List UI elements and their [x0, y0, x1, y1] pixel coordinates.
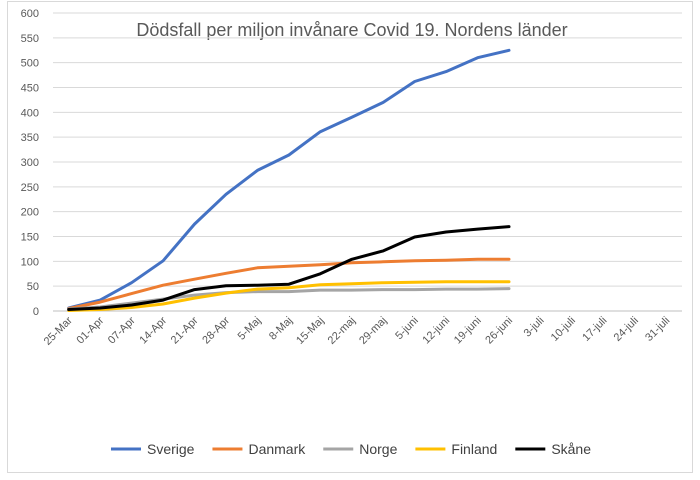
y-tick-label: 450: [21, 83, 39, 95]
x-tick-label: 28-Apr: [200, 314, 232, 346]
x-tick-label: 5-Maj: [236, 315, 264, 343]
x-tick-label: 01-Apr: [74, 314, 106, 346]
y-tick-label: 250: [21, 182, 39, 194]
x-tick-label: 26-juni: [483, 315, 515, 347]
x-tick-label: 10-juli: [549, 315, 578, 344]
x-tick-label: 31-juli: [643, 315, 672, 344]
x-tick-label: 29-maj: [357, 315, 389, 347]
y-tick-label: 400: [21, 107, 39, 119]
legend-label: Finland: [451, 441, 497, 457]
line-chart: Dödsfall per miljon invånare Covid 19. N…: [21, 8, 682, 457]
chart-title: Dödsfall per miljon invånare Covid 19. N…: [136, 20, 567, 40]
y-tick-label: 500: [21, 58, 39, 70]
legend-label: Skåne: [551, 441, 591, 457]
x-tick-label: 3-juli: [522, 315, 547, 340]
series-line-sverige: [67, 48, 511, 310]
x-tick-label: 12-juni: [420, 315, 452, 347]
chart-frame: Dödsfall per miljon invånare Covid 19. N…: [7, 1, 693, 473]
x-tick-label: 14-Apr: [137, 314, 169, 346]
legend-label: Norge: [359, 441, 397, 457]
y-tick-label: 600: [21, 8, 39, 20]
x-tick-label: 21-Apr: [169, 314, 201, 346]
x-tick-label: 25-Mar: [42, 314, 75, 347]
x-tick-label: 22-maj: [326, 315, 358, 347]
y-tick-label: 350: [21, 132, 39, 144]
y-tick-label: 50: [27, 281, 39, 293]
series-line-danmark: [67, 257, 511, 310]
y-tick-label: 150: [21, 232, 39, 244]
series-line-norge: [67, 287, 511, 311]
y-tick-label: 550: [21, 33, 39, 45]
x-tick-label: 15-Maj: [294, 315, 326, 347]
y-tick-label: 0: [33, 306, 39, 318]
series-line-skåne: [67, 225, 511, 311]
x-tick-label: 17-juli: [580, 315, 609, 344]
gridlines: [53, 12, 682, 287]
series-line-finland: [67, 280, 511, 312]
x-tick-label: 19-juni: [452, 315, 484, 347]
legend: Sverige Danmark Norge Finland Skåne: [110, 441, 591, 457]
legend-label: Danmark: [248, 441, 306, 457]
y-tick-label: 200: [21, 207, 39, 219]
x-tick-label: 5-juni: [393, 315, 421, 343]
x-tick-label: 07-Apr: [106, 314, 138, 346]
x-axis-ticks: 25-Mar 01-Apr 07-Apr 14-Apr 21-Apr 28-Apr 5-Ma…: [42, 314, 673, 347]
y-tick-label: 100: [21, 256, 39, 268]
x-tick-label: 8-Maj: [267, 315, 295, 343]
x-tick-label: 24-juli: [612, 315, 641, 344]
legend-label: Sverige: [147, 441, 195, 457]
y-axis-ticks: 0 50 100 150 200 250 300 350 400 450 500 550 600: [21, 8, 39, 318]
y-tick-label: 300: [21, 157, 39, 169]
series-lines: [67, 48, 511, 312]
